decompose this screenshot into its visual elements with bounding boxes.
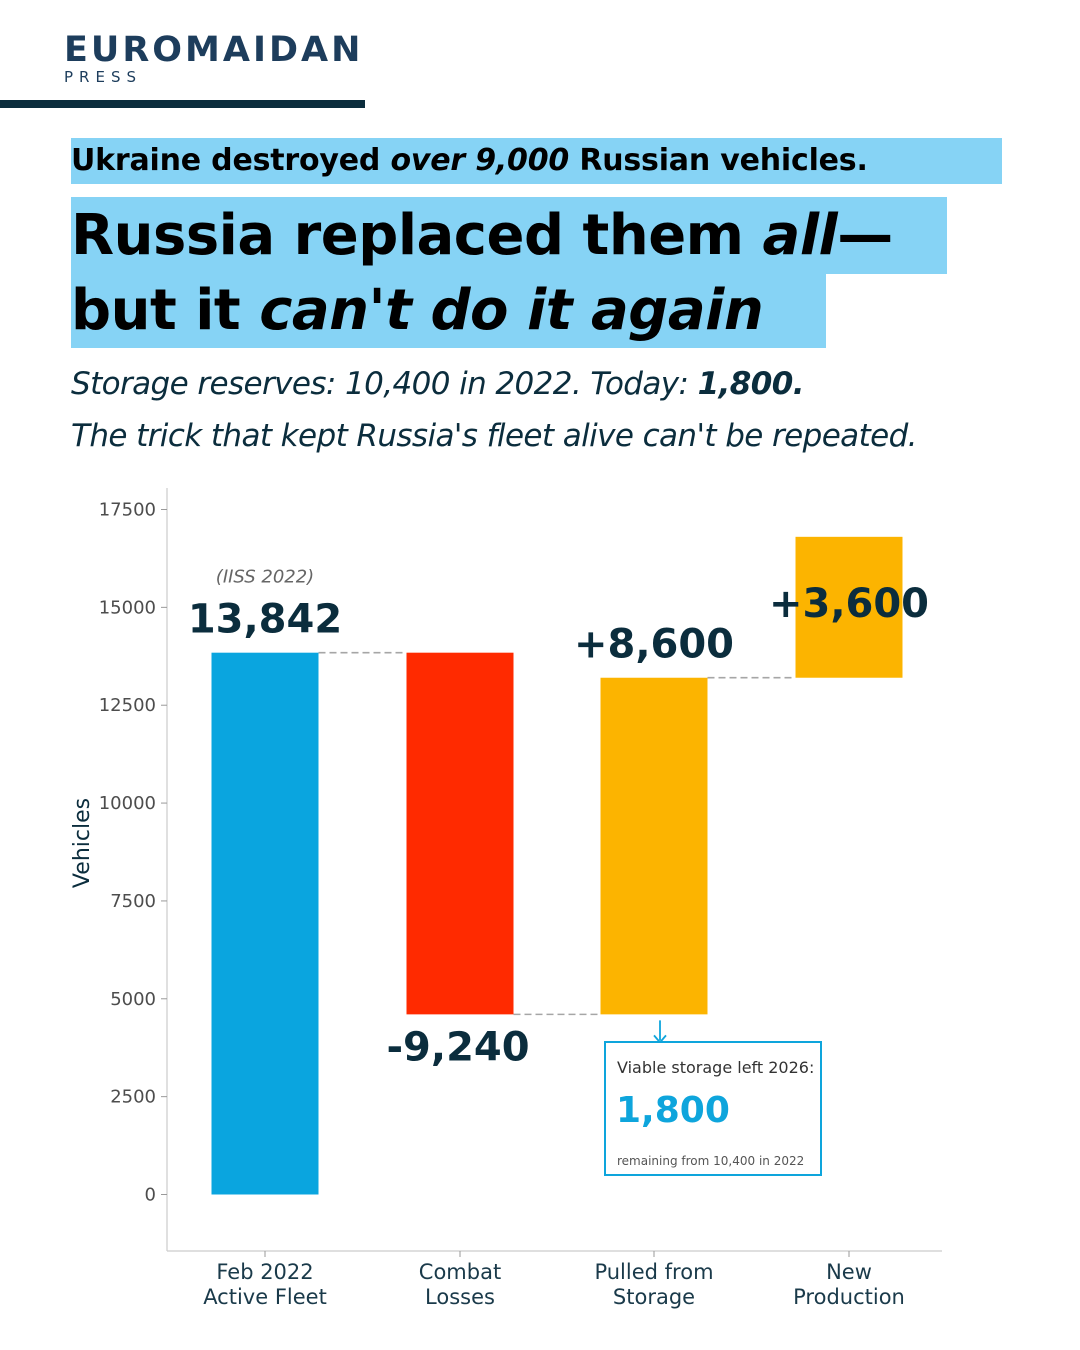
value-label-2: +8,600 (574, 622, 734, 668)
chart-axes: 0 2500 5000 7500 10000 12500 15000 17500 Vehicle… (70, 488, 942, 1309)
x-category-label: Losses (425, 1285, 495, 1309)
x-category-label: New (826, 1260, 872, 1284)
y-tick-label: 0 (145, 1185, 156, 1206)
y-tick-label: 12500 (99, 695, 156, 716)
bar-3 (795, 536, 903, 678)
x-category-label: Production (793, 1285, 905, 1309)
bar-0 (211, 652, 319, 1195)
callout-caption: remaining from 10,400 in 2022 (617, 1154, 804, 1168)
brand-rule (0, 100, 365, 108)
chart-bars (211, 536, 903, 1195)
headline-line-2: Russia replaced them all— (71, 197, 947, 274)
chart-connectors (318, 651, 796, 1016)
bar-1 (406, 652, 514, 1015)
source-note: (IISS 2022) (216, 567, 314, 588)
storage-callout: Viable storage left 2026: 1,800 remaining … (604, 1020, 822, 1176)
headline-line-3: but it can't do it again (71, 274, 826, 348)
x-category-label: Feb 2022 (216, 1260, 313, 1284)
headline-line-2-emphasis: all (762, 203, 838, 268)
bar-2 (600, 677, 708, 1015)
x-category-label: Storage (613, 1285, 695, 1309)
y-tick-label: 10000 (99, 793, 156, 814)
headline-line-1-text: Ukraine destroyed (71, 143, 391, 178)
x-category-label: Pulled from (594, 1260, 713, 1284)
callout-box (604, 1041, 822, 1176)
value-label-0: 13,842 (188, 597, 342, 643)
subhead-line-1: Storage reserves: 10,400 in 2022. Today:… (71, 366, 804, 402)
headline-line-2-text: Russia replaced them (71, 203, 763, 268)
chart-value-labels: 13,842 (IISS 2022) -9,240 +8,600 +3,600 (188, 567, 929, 1071)
y-axis-label: Vehicles (70, 798, 95, 888)
brand-sub: PRESS (64, 68, 142, 86)
callout-title: Viable storage left 2026: (617, 1058, 814, 1077)
y-tick-label: 17500 (99, 500, 156, 521)
y-tick-label: 15000 (99, 597, 156, 618)
subhead-line-1-emphasis: 1,800. (697, 366, 805, 402)
waterfall-chart: 0 2500 5000 7500 10000 12500 15000 17500 Vehicle… (70, 488, 942, 1309)
y-tick-label: 7500 (110, 891, 156, 912)
value-label-3: +3,600 (769, 581, 929, 627)
headline-line-2-dash: — (837, 203, 893, 268)
y-tick-label: 5000 (110, 989, 156, 1010)
headline-line-3-emphasis: can't do it again (259, 278, 764, 343)
headline-line-1: Ukraine destroyed over 9,000 Russian veh… (71, 138, 1002, 184)
value-label-1: -9,240 (386, 1024, 529, 1070)
headline-line-3-text: but it (71, 278, 260, 343)
headline-line-1-tail: Russian vehicles. (569, 143, 868, 178)
subhead-line-1-text: Storage reserves: 10,400 in 2022. Today: (71, 366, 698, 402)
callout-value: 1,800 (616, 1090, 730, 1131)
subhead-line-2: The trick that kept Russia's fleet alive… (71, 418, 918, 454)
x-category-label: Active Fleet (203, 1285, 327, 1309)
brand-name: EUROMAIDAN (64, 30, 364, 70)
y-tick-label: 2500 (110, 1087, 156, 1108)
headline-line-1-emphasis: over 9,000 (390, 143, 570, 178)
brand-logo: EUROMAIDAN PRESS (64, 30, 364, 86)
x-category-label: Combat (419, 1260, 501, 1284)
